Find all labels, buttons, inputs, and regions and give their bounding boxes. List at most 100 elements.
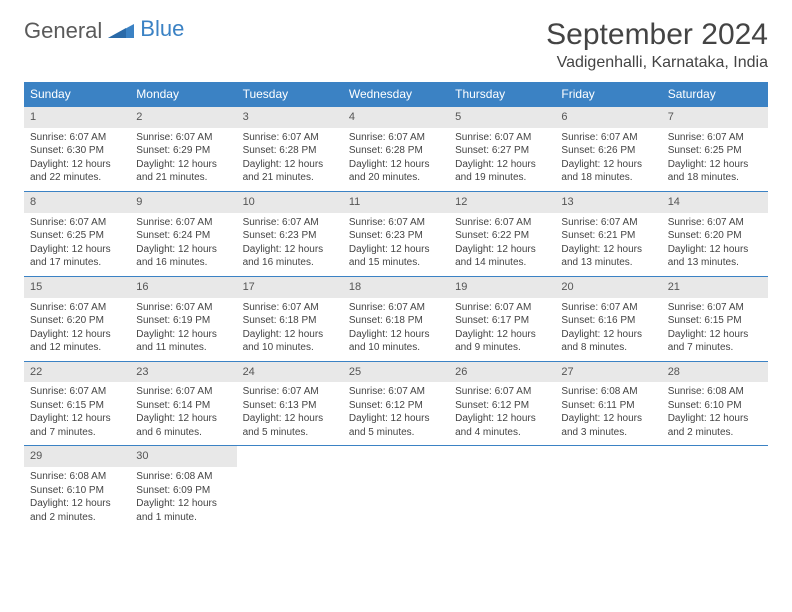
daylight-text: Daylight: 12 hours and 7 minutes.	[30, 412, 124, 439]
day-number: 20	[555, 277, 661, 298]
day-cell: 4Sunrise: 6:07 AMSunset: 6:28 PMDaylight…	[343, 107, 449, 192]
day-body: Sunrise: 6:07 AMSunset: 6:26 PMDaylight:…	[555, 128, 661, 191]
sunset-text: Sunset: 6:12 PM	[455, 399, 549, 413]
sunrise-text: Sunrise: 6:07 AM	[30, 131, 124, 145]
sunset-text: Sunset: 6:19 PM	[136, 314, 230, 328]
sunrise-text: Sunrise: 6:07 AM	[30, 301, 124, 315]
daylight-text: Daylight: 12 hours and 12 minutes.	[30, 328, 124, 355]
day-cell: 27Sunrise: 6:08 AMSunset: 6:11 PMDayligh…	[555, 361, 661, 446]
sunrise-text: Sunrise: 6:07 AM	[243, 385, 337, 399]
location-text: Vadigenhalli, Karnataka, India	[546, 54, 768, 72]
sunset-text: Sunset: 6:30 PM	[30, 144, 124, 158]
sunrise-text: Sunrise: 6:07 AM	[243, 216, 337, 230]
day-cell: .	[237, 446, 343, 530]
sunset-text: Sunset: 6:09 PM	[136, 484, 230, 498]
day-number: 25	[343, 362, 449, 383]
sunset-text: Sunset: 6:25 PM	[668, 144, 762, 158]
day-body: Sunrise: 6:08 AMSunset: 6:09 PMDaylight:…	[130, 467, 236, 530]
day-body: Sunrise: 6:08 AMSunset: 6:10 PMDaylight:…	[662, 382, 768, 445]
sunrise-text: Sunrise: 6:07 AM	[455, 385, 549, 399]
day-number: 7	[662, 107, 768, 128]
sunset-text: Sunset: 6:25 PM	[30, 229, 124, 243]
day-cell: 10Sunrise: 6:07 AMSunset: 6:23 PMDayligh…	[237, 191, 343, 276]
day-body: Sunrise: 6:07 AMSunset: 6:15 PMDaylight:…	[662, 298, 768, 361]
sunrise-text: Sunrise: 6:07 AM	[243, 301, 337, 315]
day-cell: .	[662, 446, 768, 530]
day-number: 9	[130, 192, 236, 213]
week-row: 1Sunrise: 6:07 AMSunset: 6:30 PMDaylight…	[24, 107, 768, 192]
week-row: 15Sunrise: 6:07 AMSunset: 6:20 PMDayligh…	[24, 276, 768, 361]
day-cell: 19Sunrise: 6:07 AMSunset: 6:17 PMDayligh…	[449, 276, 555, 361]
sunrise-text: Sunrise: 6:07 AM	[561, 301, 655, 315]
day-number: 23	[130, 362, 236, 383]
sunset-text: Sunset: 6:12 PM	[349, 399, 443, 413]
day-header: Monday	[130, 82, 236, 107]
day-number: 16	[130, 277, 236, 298]
sunrise-text: Sunrise: 6:08 AM	[30, 470, 124, 484]
day-number: 3	[237, 107, 343, 128]
day-number: 15	[24, 277, 130, 298]
day-header: Tuesday	[237, 82, 343, 107]
day-cell: 15Sunrise: 6:07 AMSunset: 6:20 PMDayligh…	[24, 276, 130, 361]
daylight-text: Daylight: 12 hours and 10 minutes.	[349, 328, 443, 355]
day-body: Sunrise: 6:07 AMSunset: 6:19 PMDaylight:…	[130, 298, 236, 361]
sunset-text: Sunset: 6:18 PM	[349, 314, 443, 328]
sunrise-text: Sunrise: 6:07 AM	[668, 131, 762, 145]
day-body: Sunrise: 6:07 AMSunset: 6:29 PMDaylight:…	[130, 128, 236, 191]
daylight-text: Daylight: 12 hours and 16 minutes.	[243, 243, 337, 270]
daylight-text: Daylight: 12 hours and 18 minutes.	[561, 158, 655, 185]
day-cell: 28Sunrise: 6:08 AMSunset: 6:10 PMDayligh…	[662, 361, 768, 446]
daylight-text: Daylight: 12 hours and 21 minutes.	[136, 158, 230, 185]
sunrise-text: Sunrise: 6:07 AM	[243, 131, 337, 145]
sunset-text: Sunset: 6:10 PM	[30, 484, 124, 498]
day-number: 21	[662, 277, 768, 298]
sunrise-text: Sunrise: 6:07 AM	[668, 301, 762, 315]
day-number: 4	[343, 107, 449, 128]
sunset-text: Sunset: 6:17 PM	[455, 314, 549, 328]
day-cell: 7Sunrise: 6:07 AMSunset: 6:25 PMDaylight…	[662, 107, 768, 192]
day-body: Sunrise: 6:07 AMSunset: 6:20 PMDaylight:…	[662, 213, 768, 276]
sunrise-text: Sunrise: 6:07 AM	[455, 216, 549, 230]
daylight-text: Daylight: 12 hours and 13 minutes.	[668, 243, 762, 270]
day-cell: 9Sunrise: 6:07 AMSunset: 6:24 PMDaylight…	[130, 191, 236, 276]
day-body: Sunrise: 6:07 AMSunset: 6:18 PMDaylight:…	[237, 298, 343, 361]
sunrise-text: Sunrise: 6:07 AM	[349, 301, 443, 315]
daylight-text: Daylight: 12 hours and 7 minutes.	[668, 328, 762, 355]
daylight-text: Daylight: 12 hours and 10 minutes.	[243, 328, 337, 355]
day-cell: 26Sunrise: 6:07 AMSunset: 6:12 PMDayligh…	[449, 361, 555, 446]
day-body: Sunrise: 6:07 AMSunset: 6:25 PMDaylight:…	[662, 128, 768, 191]
daylight-text: Daylight: 12 hours and 22 minutes.	[30, 158, 124, 185]
day-cell: 23Sunrise: 6:07 AMSunset: 6:14 PMDayligh…	[130, 361, 236, 446]
day-number: 11	[343, 192, 449, 213]
sunset-text: Sunset: 6:15 PM	[668, 314, 762, 328]
daylight-text: Daylight: 12 hours and 21 minutes.	[243, 158, 337, 185]
sunset-text: Sunset: 6:27 PM	[455, 144, 549, 158]
sunset-text: Sunset: 6:28 PM	[349, 144, 443, 158]
day-body: Sunrise: 6:07 AMSunset: 6:22 PMDaylight:…	[449, 213, 555, 276]
day-body: Sunrise: 6:07 AMSunset: 6:15 PMDaylight:…	[24, 382, 130, 445]
sunrise-text: Sunrise: 6:07 AM	[349, 216, 443, 230]
day-number: 12	[449, 192, 555, 213]
sunset-text: Sunset: 6:20 PM	[668, 229, 762, 243]
day-body: Sunrise: 6:07 AMSunset: 6:14 PMDaylight:…	[130, 382, 236, 445]
daylight-text: Daylight: 12 hours and 3 minutes.	[561, 412, 655, 439]
month-title: September 2024	[546, 18, 768, 52]
brand-triangle-icon	[108, 18, 134, 44]
daylight-text: Daylight: 12 hours and 15 minutes.	[349, 243, 443, 270]
sunset-text: Sunset: 6:26 PM	[561, 144, 655, 158]
week-row: 29Sunrise: 6:08 AMSunset: 6:10 PMDayligh…	[24, 446, 768, 530]
day-body: Sunrise: 6:07 AMSunset: 6:13 PMDaylight:…	[237, 382, 343, 445]
title-block: September 2024 Vadigenhalli, Karnataka, …	[546, 18, 768, 72]
sunset-text: Sunset: 6:14 PM	[136, 399, 230, 413]
day-cell: 12Sunrise: 6:07 AMSunset: 6:22 PMDayligh…	[449, 191, 555, 276]
day-number: 6	[555, 107, 661, 128]
day-header: Sunday	[24, 82, 130, 107]
sunrise-text: Sunrise: 6:07 AM	[349, 131, 443, 145]
day-cell: 25Sunrise: 6:07 AMSunset: 6:12 PMDayligh…	[343, 361, 449, 446]
day-number: 13	[555, 192, 661, 213]
brand-part2: Blue	[140, 16, 184, 42]
daylight-text: Daylight: 12 hours and 1 minute.	[136, 497, 230, 524]
day-body: Sunrise: 6:07 AMSunset: 6:18 PMDaylight:…	[343, 298, 449, 361]
day-body: Sunrise: 6:08 AMSunset: 6:10 PMDaylight:…	[24, 467, 130, 530]
day-body: Sunrise: 6:07 AMSunset: 6:25 PMDaylight:…	[24, 213, 130, 276]
